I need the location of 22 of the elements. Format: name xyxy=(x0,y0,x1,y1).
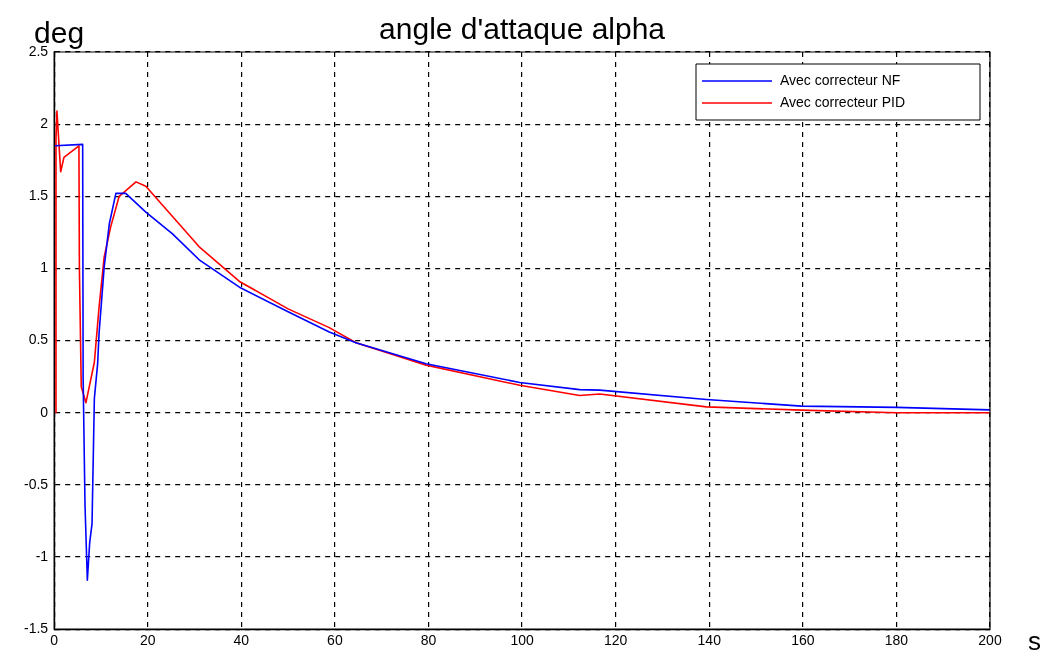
x-tick-label: 100 xyxy=(510,632,534,649)
y-tick-label: 0 xyxy=(40,403,49,420)
x-tick-label: 40 xyxy=(233,632,250,649)
x-tick-label: 160 xyxy=(791,632,815,649)
x-axis-title: s xyxy=(1028,626,1041,657)
x-tick-label: 120 xyxy=(603,632,628,649)
y-tick-label: -1 xyxy=(35,547,49,564)
y-tick-label: -0.5 xyxy=(24,475,49,492)
x-tick-label: 180 xyxy=(884,632,909,649)
y-tick-label: 1 xyxy=(40,259,49,276)
x-tick-label: 80 xyxy=(420,632,437,649)
y-tick-label: 1.5 xyxy=(28,187,49,204)
legend-label: Avec correcteur NF xyxy=(780,71,901,88)
chart-title: angle d'attaque alpha xyxy=(379,12,666,46)
x-tick-label: 200 xyxy=(978,632,1002,649)
x-tick-label: 60 xyxy=(327,632,343,649)
legend-label: Avec correcteur PID xyxy=(780,93,906,110)
y-tick-label: 0.5 xyxy=(28,331,49,348)
y-tick-label: 2 xyxy=(40,115,49,132)
y-tick-label: -1.5 xyxy=(24,620,49,637)
x-tick-label: 140 xyxy=(697,632,722,649)
x-tick-label: 20 xyxy=(139,632,156,649)
